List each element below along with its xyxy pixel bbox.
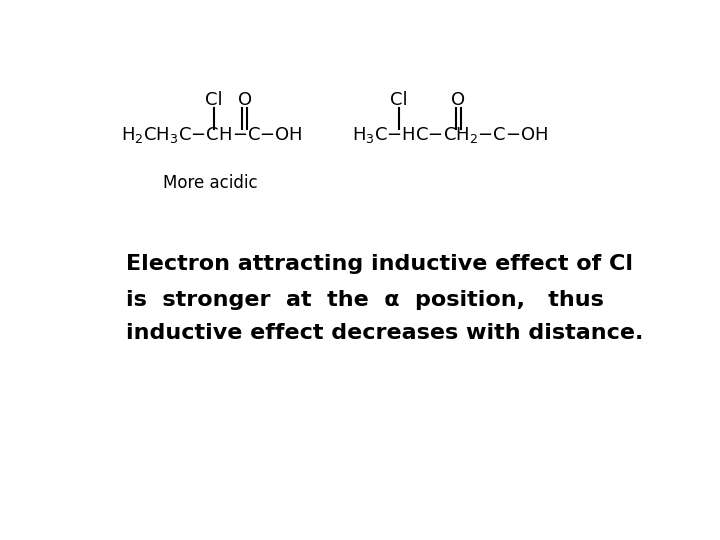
Text: Cl: Cl — [205, 91, 222, 109]
Text: H$_2$CH$_3$C$-$CH: H$_2$CH$_3$C$-$CH — [121, 125, 232, 145]
Text: O: O — [238, 91, 251, 109]
Text: O: O — [451, 91, 465, 109]
Text: inductive effect decreases with distance.: inductive effect decreases with distance… — [126, 323, 644, 343]
Text: Cl: Cl — [390, 91, 408, 109]
Text: Electron attracting inductive effect of Cl: Electron attracting inductive effect of … — [126, 254, 634, 274]
Text: $-$C$-$OH: $-$C$-$OH — [233, 126, 303, 145]
Text: is  stronger  at  the  α  position,   thus: is stronger at the α position, thus — [126, 290, 604, 310]
Text: More acidic: More acidic — [163, 174, 257, 192]
Text: H$_3$C$-$HC$-$CH$_2$$-$C$-$OH: H$_3$C$-$HC$-$CH$_2$$-$C$-$OH — [352, 125, 549, 145]
